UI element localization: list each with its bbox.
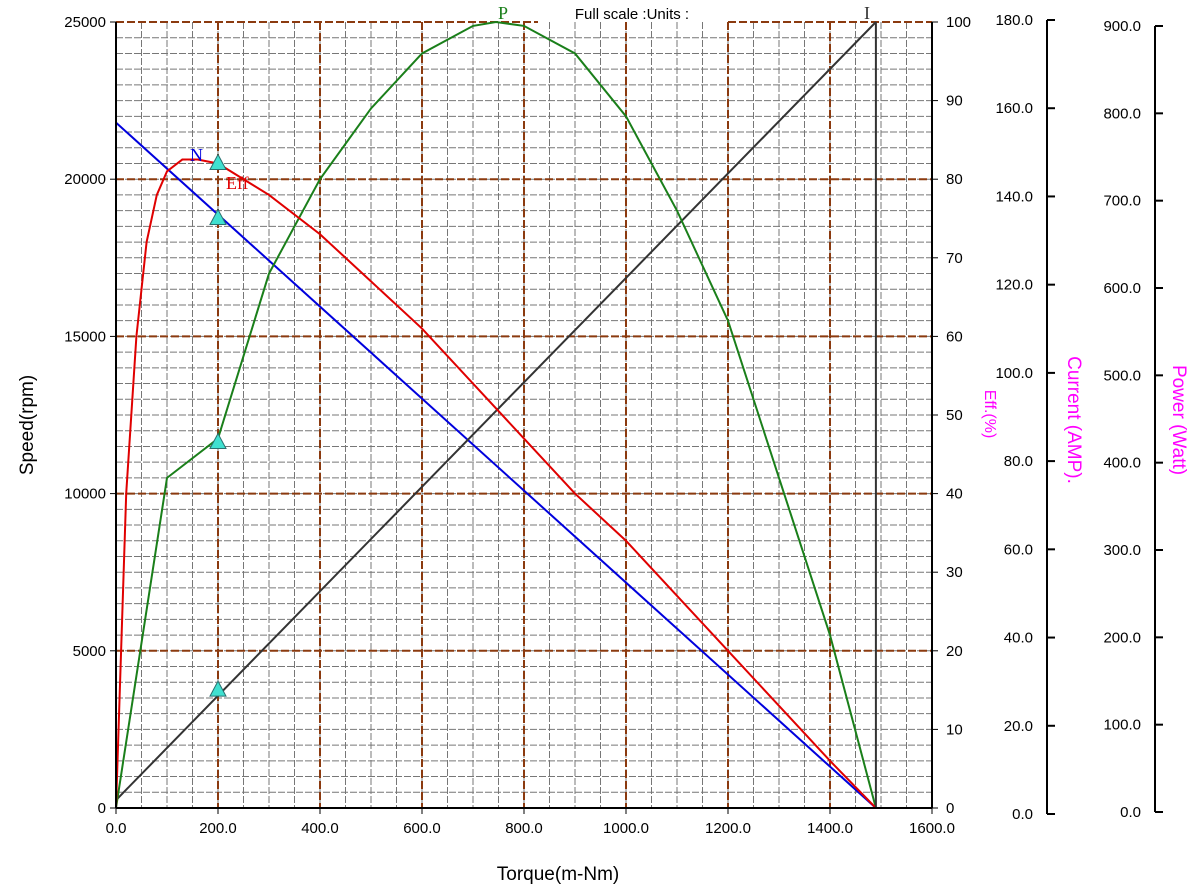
y-tick-label-power: 900.0 [1103,18,1141,35]
y-tick-label-current: 180.0 [995,12,1033,29]
y-tick-label-eff: 50 [946,407,963,424]
y-tick-label-current: 0.0 [1012,806,1033,823]
y-tick-label-eff: 10 [946,721,963,738]
y-tick-label-current: 140.0 [995,188,1033,205]
x-tick-label: 1000.0 [603,820,649,837]
x-tick-label: 1400.0 [807,820,853,837]
y-axis-title-power: Power (Watt) [1168,365,1189,475]
y-tick-label-eff: 60 [946,328,963,345]
x-tick-label: 1600.0 [909,820,955,837]
y-tick-label-speed: 15000 [64,328,106,345]
y-tick-label-power: 200.0 [1103,629,1141,646]
y-tick-label-speed: 5000 [73,643,106,660]
marker-triangle [209,208,227,225]
marker-layer [209,153,227,697]
series-p [115,20,877,809]
x-axis-title: Torque(m-Nm) [497,864,619,885]
x-tick-label: 1200.0 [705,820,751,837]
y-axis-title-current: Current (AMP). [1063,356,1084,484]
y-axis-title-eff: Eff.(%) [981,390,998,439]
y-tick-label-power: 800.0 [1103,105,1141,122]
y-tick-label-power: 600.0 [1103,280,1141,297]
y-tick-label-eff: 100 [946,14,971,31]
y-tick-label-eff: 0 [946,800,954,817]
curve-label-p: P [498,3,508,23]
chart-title: Full scale :Units : [575,6,689,23]
series-eff [115,158,877,809]
x-tick-label: 200.0 [199,820,237,837]
y-tick-label-eff: 40 [946,486,963,503]
series-layer [115,20,877,809]
y-tick-label-current: 80.0 [1004,453,1033,470]
y-tick-label-current: 100.0 [995,365,1033,382]
label-layer: 0.0 200.0 400.0 600.0 800.0 1000.0 1200.0 1400.… [17,3,1189,885]
axis-layer [110,19,1163,815]
y-tick-label-speed: 20000 [64,171,106,188]
x-tick-label: 400.0 [301,820,339,837]
x-tick-label: 600.0 [403,820,441,837]
y-tick-label-power: 100.0 [1103,717,1141,734]
y-tick-label-current: 120.0 [995,277,1033,294]
curve-label-i: I [864,3,870,23]
y-tick-label-current: 60.0 [1004,541,1033,558]
y-tick-label-power: 700.0 [1103,193,1141,210]
y-tick-label-eff: 20 [946,643,963,660]
y-tick-label-power: 500.0 [1103,367,1141,384]
y-tick-label-eff: 80 [946,171,963,188]
y-tick-label-power: 400.0 [1103,455,1141,472]
y-tick-label-speed: 10000 [64,486,106,503]
y-tick-label-current: 40.0 [1004,630,1033,647]
curve-label-eff: Eff [226,173,249,193]
x-tick-label: 800.0 [505,820,543,837]
y-tick-label-power: 300.0 [1103,542,1141,559]
marker-triangle [209,680,227,697]
series-i [115,21,877,801]
x-tick-label: 0.0 [106,820,127,837]
y-tick-label-eff: 30 [946,564,963,581]
y-axis-title-speed: Speed(rpm) [17,375,38,475]
y-tick-label-current: 160.0 [995,100,1033,117]
grid-layer [116,21,932,808]
curve-label-n: N [190,145,203,165]
series-n [115,121,877,809]
y-tick-label-power: 0.0 [1120,804,1141,821]
y-tick-label-eff: 70 [946,250,963,267]
y-tick-label-speed: 25000 [64,14,106,31]
y-tick-label-eff: 90 [946,93,963,110]
y-tick-label-speed: 0 [98,800,106,817]
marker-triangle [209,153,227,170]
y-tick-label-current: 20.0 [1004,718,1033,735]
marker-triangle [209,432,227,450]
